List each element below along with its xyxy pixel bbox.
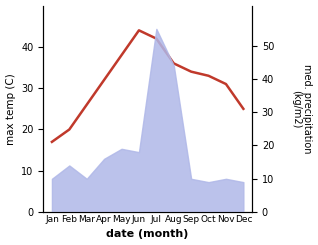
Y-axis label: med. precipitation
(kg/m2): med. precipitation (kg/m2) [291,64,313,154]
X-axis label: date (month): date (month) [107,230,189,239]
Y-axis label: max temp (C): max temp (C) [5,73,16,145]
